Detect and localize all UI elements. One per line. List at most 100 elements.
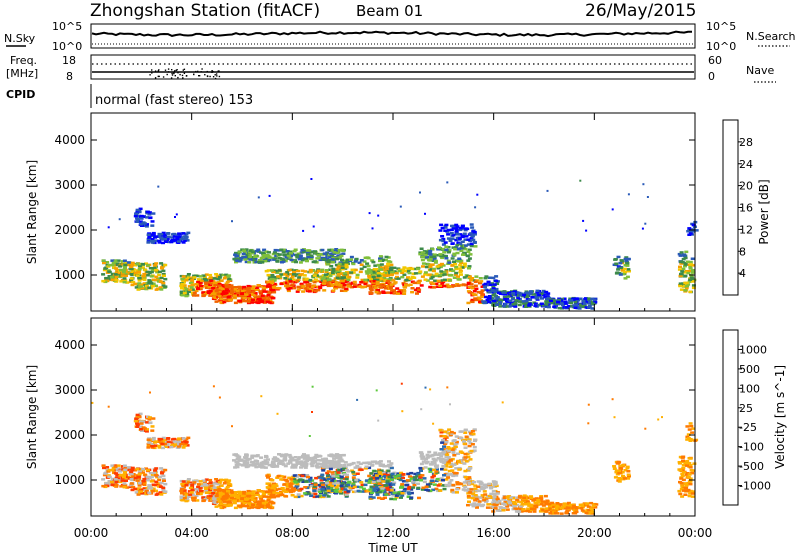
heatmap-cell (583, 301, 588, 304)
heatmap-cell (242, 285, 247, 289)
heatmap-cell (114, 263, 119, 267)
heatmap-cell (243, 287, 248, 291)
heatmap-cell (487, 494, 492, 498)
heatmap-cell (285, 273, 290, 276)
heatmap-cell (247, 494, 252, 497)
heatmap-cell (267, 256, 272, 259)
heatmap-cell (225, 280, 230, 284)
heatmap-cell (105, 263, 110, 267)
heatmap-cell (361, 487, 366, 491)
heatmap-cell (278, 487, 282, 491)
heatmap-cell (382, 465, 387, 468)
freq-tick-bottom: 8 (66, 70, 73, 83)
heatmap-cell (369, 277, 373, 281)
heatmap-cell (302, 274, 307, 277)
heatmap-cell (240, 494, 245, 498)
heatmap-cell (255, 295, 260, 298)
heatmap-cell (348, 488, 353, 491)
heatmap-cell (406, 270, 411, 273)
heatmap-cell (421, 457, 426, 460)
heatmap-cell (198, 480, 203, 483)
heatmap-cell (429, 281, 434, 284)
heatmap-cell (123, 471, 127, 474)
heatmap-cell (402, 487, 407, 491)
heatmap-cell (568, 297, 573, 300)
heatmap-cell (490, 282, 495, 285)
heatmap-cell (245, 492, 250, 495)
heatmap-cell (151, 436, 156, 440)
heatmap-cell (687, 227, 692, 230)
heatmap-cell (128, 485, 133, 488)
heatmap-cell (139, 420, 143, 423)
heatmap-cell (163, 277, 168, 281)
heatmap-cell (412, 483, 417, 487)
heatmap-cell (377, 468, 382, 472)
heatmap-cell (123, 468, 128, 472)
heatmap-cell (366, 264, 371, 268)
heatmap-cell (339, 279, 344, 283)
heatmap-cell (466, 250, 471, 253)
heatmap-cell (448, 458, 453, 462)
heatmap-cell (138, 412, 143, 416)
heatmap-cell (310, 178, 313, 180)
heatmap-cell (213, 489, 218, 492)
heatmap-cell (625, 275, 630, 279)
heatmap-cell (151, 282, 156, 285)
heatmap-cell (111, 261, 116, 265)
heatmap-cell (306, 288, 311, 292)
heatmap-cell (478, 480, 483, 484)
heatmap-cell (686, 283, 691, 286)
heatmap-cell (147, 418, 152, 421)
heatmap-cell (474, 206, 477, 209)
heatmap-cell (260, 495, 265, 498)
heatmap-cell (363, 285, 368, 289)
heatmap-cell (122, 280, 127, 284)
heatmap-cell (396, 267, 401, 270)
nave-point (214, 77, 217, 80)
heatmap-cell (259, 456, 264, 459)
heatmap-cell (427, 273, 432, 276)
heatmap-cell (428, 252, 433, 256)
heatmap-cell (544, 300, 549, 303)
heatmap-cell (235, 465, 240, 469)
heatmap-cell (339, 276, 344, 279)
heatmap-cell (469, 244, 474, 248)
heatmap-cell (434, 487, 439, 491)
heatmap-cell (277, 253, 282, 256)
heatmap-cell (626, 257, 631, 261)
heatmap-cell (126, 466, 131, 469)
heatmap-cell (304, 257, 308, 260)
heatmap-cell (463, 283, 468, 287)
heatmap-cell (224, 275, 229, 279)
heatmap-cell (263, 466, 268, 469)
heatmap-cell (441, 247, 446, 251)
heatmap-cell (620, 268, 625, 272)
heatmap-cell (183, 237, 188, 240)
heatmap-cell (148, 485, 153, 488)
heatmap-cell (110, 468, 115, 472)
heatmap-cell (394, 277, 399, 280)
y-tick-label: 2000 (54, 223, 85, 237)
heatmap-cell (385, 486, 390, 490)
heatmap-cell (351, 262, 356, 266)
heatmap-cell (148, 216, 153, 219)
heatmap-cell (143, 268, 148, 272)
heatmap-cell (149, 480, 154, 483)
heatmap-cell (539, 302, 544, 305)
heatmap-cell (233, 466, 238, 469)
heatmap-cell (177, 437, 182, 440)
heatmap-cell (328, 268, 333, 271)
heatmap-cell (373, 286, 378, 289)
heatmap-cell (229, 289, 234, 292)
heatmap-cell (419, 469, 423, 472)
heatmap-cell (214, 505, 219, 508)
heatmap-cell (385, 480, 390, 483)
heatmap-cell (501, 292, 506, 296)
heatmap-cell (413, 472, 418, 476)
heatmap-cell (141, 275, 146, 278)
heatmap-cell (444, 223, 449, 227)
heatmap-cell (245, 504, 250, 508)
power-heatmap (101, 178, 699, 310)
heatmap-cell (163, 236, 168, 239)
heatmap-cell (368, 479, 373, 483)
